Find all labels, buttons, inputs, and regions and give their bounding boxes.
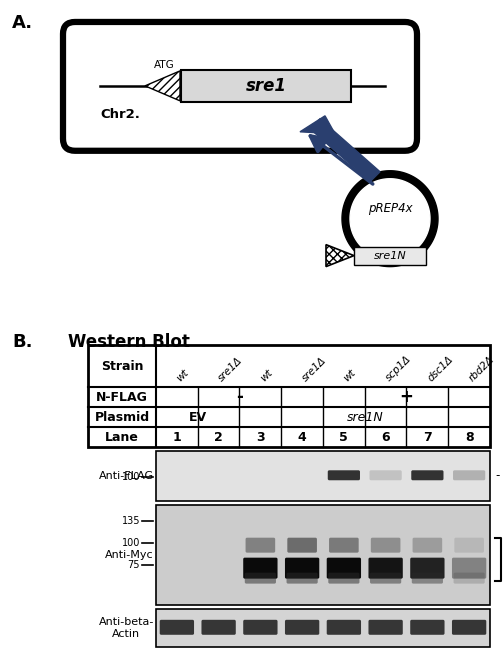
Polygon shape: [350, 179, 430, 259]
FancyBboxPatch shape: [328, 470, 360, 480]
FancyBboxPatch shape: [63, 22, 417, 151]
FancyBboxPatch shape: [410, 620, 445, 635]
Bar: [156, 609, 490, 647]
FancyBboxPatch shape: [327, 558, 361, 579]
Polygon shape: [342, 171, 438, 267]
FancyBboxPatch shape: [243, 620, 278, 635]
Polygon shape: [300, 116, 335, 134]
FancyBboxPatch shape: [410, 558, 445, 579]
Text: 75: 75: [127, 560, 140, 570]
FancyBboxPatch shape: [287, 538, 317, 553]
FancyBboxPatch shape: [354, 247, 426, 265]
FancyBboxPatch shape: [369, 620, 403, 635]
FancyBboxPatch shape: [452, 620, 486, 635]
Text: Strain: Strain: [101, 360, 143, 373]
FancyBboxPatch shape: [454, 538, 484, 553]
Text: N-FLAG: N-FLAG: [96, 391, 148, 404]
Text: sre1N: sre1N: [374, 251, 406, 261]
FancyBboxPatch shape: [328, 573, 360, 584]
Text: - P: - P: [496, 469, 503, 482]
Text: Anti-FLAG: Anti-FLAG: [99, 472, 154, 482]
Text: sre1Δ: sre1Δ: [300, 356, 328, 384]
FancyBboxPatch shape: [285, 620, 319, 635]
FancyBboxPatch shape: [412, 538, 442, 553]
FancyBboxPatch shape: [181, 70, 351, 102]
Text: B.: B.: [12, 334, 33, 352]
FancyBboxPatch shape: [454, 573, 485, 584]
Text: Anti-beta-
Actin: Anti-beta- Actin: [99, 617, 154, 639]
Text: 100: 100: [122, 538, 140, 548]
FancyBboxPatch shape: [370, 470, 402, 480]
Text: 5: 5: [340, 431, 348, 444]
Text: Plasmid: Plasmid: [95, 411, 149, 424]
Text: sre1N: sre1N: [347, 411, 383, 424]
Text: Anti-Myc: Anti-Myc: [105, 550, 154, 560]
Text: 1: 1: [173, 431, 181, 444]
Text: wt: wt: [259, 368, 274, 384]
Polygon shape: [310, 119, 380, 181]
FancyBboxPatch shape: [243, 558, 278, 579]
FancyBboxPatch shape: [369, 558, 403, 579]
Text: sre1: sre1: [245, 77, 287, 95]
FancyBboxPatch shape: [412, 573, 443, 584]
Text: dsc1Δ: dsc1Δ: [426, 354, 455, 384]
Text: rbd2Δ: rbd2Δ: [467, 354, 496, 384]
FancyBboxPatch shape: [245, 538, 275, 553]
FancyBboxPatch shape: [245, 573, 276, 584]
Text: Lane: Lane: [105, 431, 139, 444]
Polygon shape: [145, 71, 180, 101]
Text: A.: A.: [12, 14, 33, 32]
FancyBboxPatch shape: [371, 538, 400, 553]
Bar: [156, 505, 490, 605]
Text: 3: 3: [256, 431, 265, 444]
Text: -: -: [236, 388, 243, 406]
Text: sre1Δ: sre1Δ: [217, 356, 245, 384]
Bar: [156, 452, 490, 501]
FancyBboxPatch shape: [453, 470, 485, 480]
FancyBboxPatch shape: [452, 558, 486, 579]
Text: +: +: [399, 388, 413, 406]
Bar: [88, 346, 490, 448]
FancyBboxPatch shape: [329, 538, 359, 553]
Text: ATG: ATG: [153, 60, 175, 70]
Text: EV: EV: [189, 411, 207, 424]
Text: 2: 2: [214, 431, 223, 444]
Polygon shape: [326, 245, 354, 267]
FancyBboxPatch shape: [285, 558, 319, 579]
FancyBboxPatch shape: [160, 620, 194, 635]
Text: Western Blot: Western Blot: [68, 334, 190, 352]
FancyBboxPatch shape: [202, 620, 236, 635]
Text: 100: 100: [122, 472, 140, 482]
FancyBboxPatch shape: [327, 620, 361, 635]
Text: 8: 8: [465, 431, 473, 444]
Text: 135: 135: [122, 516, 140, 526]
Text: pREP4x: pREP4x: [368, 202, 412, 215]
Text: 6: 6: [381, 431, 390, 444]
FancyBboxPatch shape: [411, 470, 444, 480]
Text: scp1Δ: scp1Δ: [384, 354, 413, 384]
FancyBboxPatch shape: [370, 573, 401, 584]
Text: wt: wt: [342, 368, 358, 384]
Text: wt: wt: [175, 368, 191, 384]
Text: Chr2.: Chr2.: [100, 108, 140, 121]
Text: 7: 7: [423, 431, 432, 444]
FancyBboxPatch shape: [287, 573, 318, 584]
Text: 4: 4: [298, 431, 306, 444]
